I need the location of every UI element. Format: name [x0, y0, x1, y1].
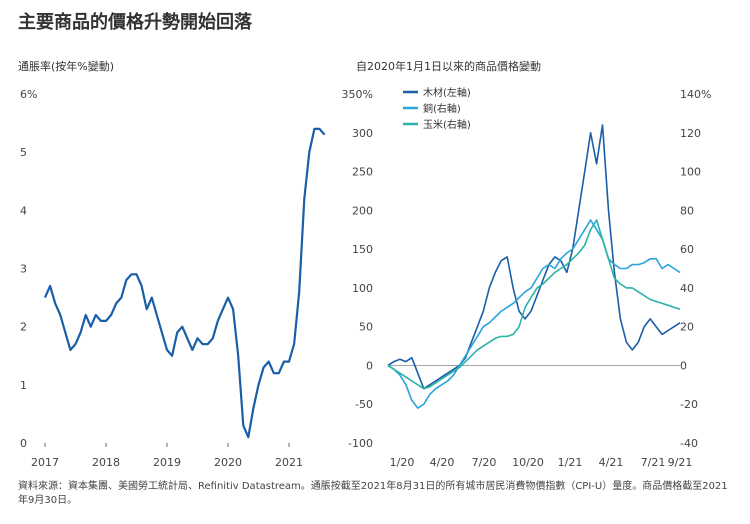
left-y-tick-label: 100: [352, 282, 373, 295]
chart-title: 主要商品的價格升勢開始回落: [18, 12, 252, 33]
x-tick-label: 1/20: [390, 456, 415, 469]
right-y-tick-label: -20: [680, 398, 698, 411]
legend-label: 銅(右軸): [423, 102, 461, 115]
inflation-line: [43, 127, 326, 439]
inflation-chart: 6% 5 4 3 2 1 0 2017 2018 2019 2020 2021: [20, 88, 326, 469]
x-tick-label: 2019: [153, 456, 181, 469]
right-y-tick-label: 60: [680, 243, 694, 256]
right-y-tick-label: 100: [680, 166, 701, 179]
left-y-tick-label: 250: [352, 166, 373, 179]
right-y-tick-label: 120: [680, 127, 701, 140]
x-tick-label: 7/21: [641, 456, 666, 469]
y-tick-label: 6%: [20, 88, 37, 101]
right-y-tick-label: -40: [680, 437, 698, 450]
x-tick-label: 2020: [214, 456, 242, 469]
right-y-tick-label: 140%: [680, 88, 711, 101]
left-y-tick-label: 350%: [342, 88, 373, 101]
source-note: 資料來源：資本集團、美國勞工統計局、Refinitiv Datastream。通…: [18, 481, 728, 506]
x-tick-label: 10/20: [512, 456, 544, 469]
lumber-line: [387, 124, 681, 390]
x-tick-label: 4/21: [599, 456, 624, 469]
left-y-tick-label: 0: [366, 359, 373, 372]
x-tick-label: 2018: [92, 456, 120, 469]
y-tick-label: 3: [20, 263, 27, 276]
x-tick-label: 2021: [275, 456, 303, 469]
left-y-tick-label: 200: [352, 204, 373, 217]
right-y-tick-label: 40: [680, 282, 694, 295]
left-y-tick-label: -100: [348, 437, 373, 450]
right-y-tick-label: 80: [680, 204, 694, 217]
legend-label: 木材(左軸): [423, 86, 471, 99]
copper-line: [387, 219, 681, 409]
y-tick-label: 5: [20, 146, 27, 159]
left-y-tick-label: 300: [352, 127, 373, 140]
corn-line: [387, 219, 681, 390]
y-tick-label: 0: [20, 437, 27, 450]
x-tick-label: 7/20: [472, 456, 497, 469]
right-chart-subtitle: 自2020年1月1日以來的商品價格變動: [356, 60, 541, 73]
x-tick-label: 9/21: [668, 456, 693, 469]
left-y-tick-label: -50: [355, 398, 373, 411]
y-tick-label: 1: [20, 379, 27, 392]
x-tick-label: 2017: [31, 456, 59, 469]
x-tick-label: 4/20: [430, 456, 455, 469]
right-y-tick-label: 20: [680, 321, 694, 334]
x-tick-label: 1/21: [558, 456, 583, 469]
y-tick-label: 4: [20, 204, 27, 217]
right-y-tick-label: 0: [680, 359, 687, 372]
legend-label: 玉米(右軸): [423, 118, 471, 131]
y-tick-label: 2: [20, 321, 27, 334]
left-chart-subtitle: 通脹率(按年%變動): [18, 60, 115, 73]
left-y-tick-label: 150: [352, 243, 373, 256]
commodities-chart: 350%300250200150100500-50-100140%1201008…: [342, 86, 712, 469]
left-y-tick-label: 50: [359, 321, 373, 334]
